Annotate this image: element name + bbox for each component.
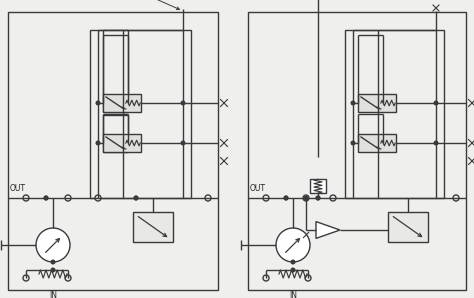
Bar [133,212,173,242]
Circle shape [23,195,29,201]
Circle shape [351,141,355,145]
Bar [103,94,141,112]
Bar [103,115,128,152]
Bar [358,94,396,112]
Circle shape [65,275,71,281]
Circle shape [96,101,100,105]
Circle shape [36,228,70,262]
Circle shape [434,141,438,145]
Bar [8,12,218,290]
Bar [103,134,141,152]
Circle shape [316,196,320,200]
Bar [103,30,128,112]
Circle shape [134,196,138,200]
Circle shape [65,195,71,201]
Circle shape [181,141,185,145]
Circle shape [95,195,101,201]
Circle shape [284,196,288,200]
Circle shape [134,196,138,200]
Circle shape [303,195,309,201]
Circle shape [263,195,269,201]
Circle shape [23,275,29,281]
Circle shape [51,268,55,272]
Circle shape [96,141,100,145]
Circle shape [44,196,48,200]
Polygon shape [316,222,340,238]
Text: X PORT (CONNECT LOAD
SENSE LINE HERE): X PORT (CONNECT LOAD SENSE LINE HERE) [92,0,180,10]
Text: OUT: OUT [250,184,266,193]
Circle shape [44,196,48,200]
Text: IN: IN [49,291,57,298]
Circle shape [316,196,320,200]
Circle shape [181,101,185,105]
Circle shape [276,228,310,262]
Text: IN: IN [289,291,297,298]
Circle shape [351,101,355,105]
Circle shape [330,195,336,201]
Circle shape [291,260,295,264]
Bar [358,134,396,152]
Circle shape [291,268,295,272]
Bar [90,30,191,198]
Circle shape [284,196,288,200]
Bar [310,179,326,193]
Bar [345,30,444,198]
Circle shape [305,275,311,281]
Circle shape [453,195,459,201]
Circle shape [304,196,308,200]
Text: OUT: OUT [10,184,26,193]
Bar [388,212,428,242]
Circle shape [263,275,269,281]
Circle shape [205,195,211,201]
Bar [248,12,466,290]
Circle shape [51,260,55,264]
Text: X: X [433,0,438,2]
Circle shape [434,101,438,105]
